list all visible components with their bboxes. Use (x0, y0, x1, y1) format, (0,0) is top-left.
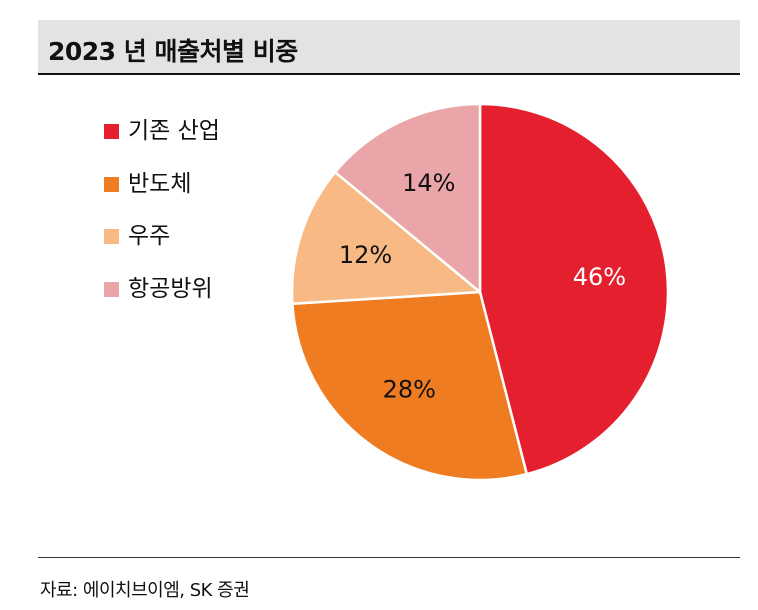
legend-swatch (104, 124, 119, 139)
legend-label: 기존 산업 (128, 118, 220, 144)
source-note: 자료: 에이치브이엠, SK 증권 (40, 580, 250, 601)
title-bar: 2023 년 매출처별 비중 (38, 20, 740, 75)
legend-label: 우주 (128, 223, 171, 249)
footer-divider (38, 557, 740, 558)
slice-label-1: 28% (383, 375, 436, 403)
legend-item-semiconductor: 반도체 (104, 169, 304, 222)
legend-label: 반도체 (128, 170, 192, 197)
legend-item-aerospace-defense: 항공방위 (104, 274, 304, 327)
chart-title: 2023 년 매출처별 비중 (48, 37, 298, 66)
pie-slice-labels: 46% 28% 12% 14% (339, 169, 626, 403)
legend-label: 항공방위 (128, 275, 213, 302)
legend-swatch (104, 229, 119, 244)
pie-slice-3 (333, 102, 482, 294)
slice-label-3: 14% (402, 169, 455, 197)
legend: 기존 산업 반도체 우주 항공방위 (104, 116, 304, 326)
slice-label-0: 46% (573, 263, 626, 291)
pie-slices (290, 102, 670, 482)
legend-swatch (104, 281, 119, 297)
legend-item-space: 우주 (104, 221, 304, 274)
pie-slice-1 (291, 290, 529, 482)
pie-slice-0 (478, 102, 670, 476)
legend-item-existing-industry: 기존 산업 (104, 116, 304, 169)
legend-swatch (104, 176, 119, 192)
pie-slice-2 (290, 170, 482, 306)
slice-label-2: 12% (339, 241, 392, 269)
